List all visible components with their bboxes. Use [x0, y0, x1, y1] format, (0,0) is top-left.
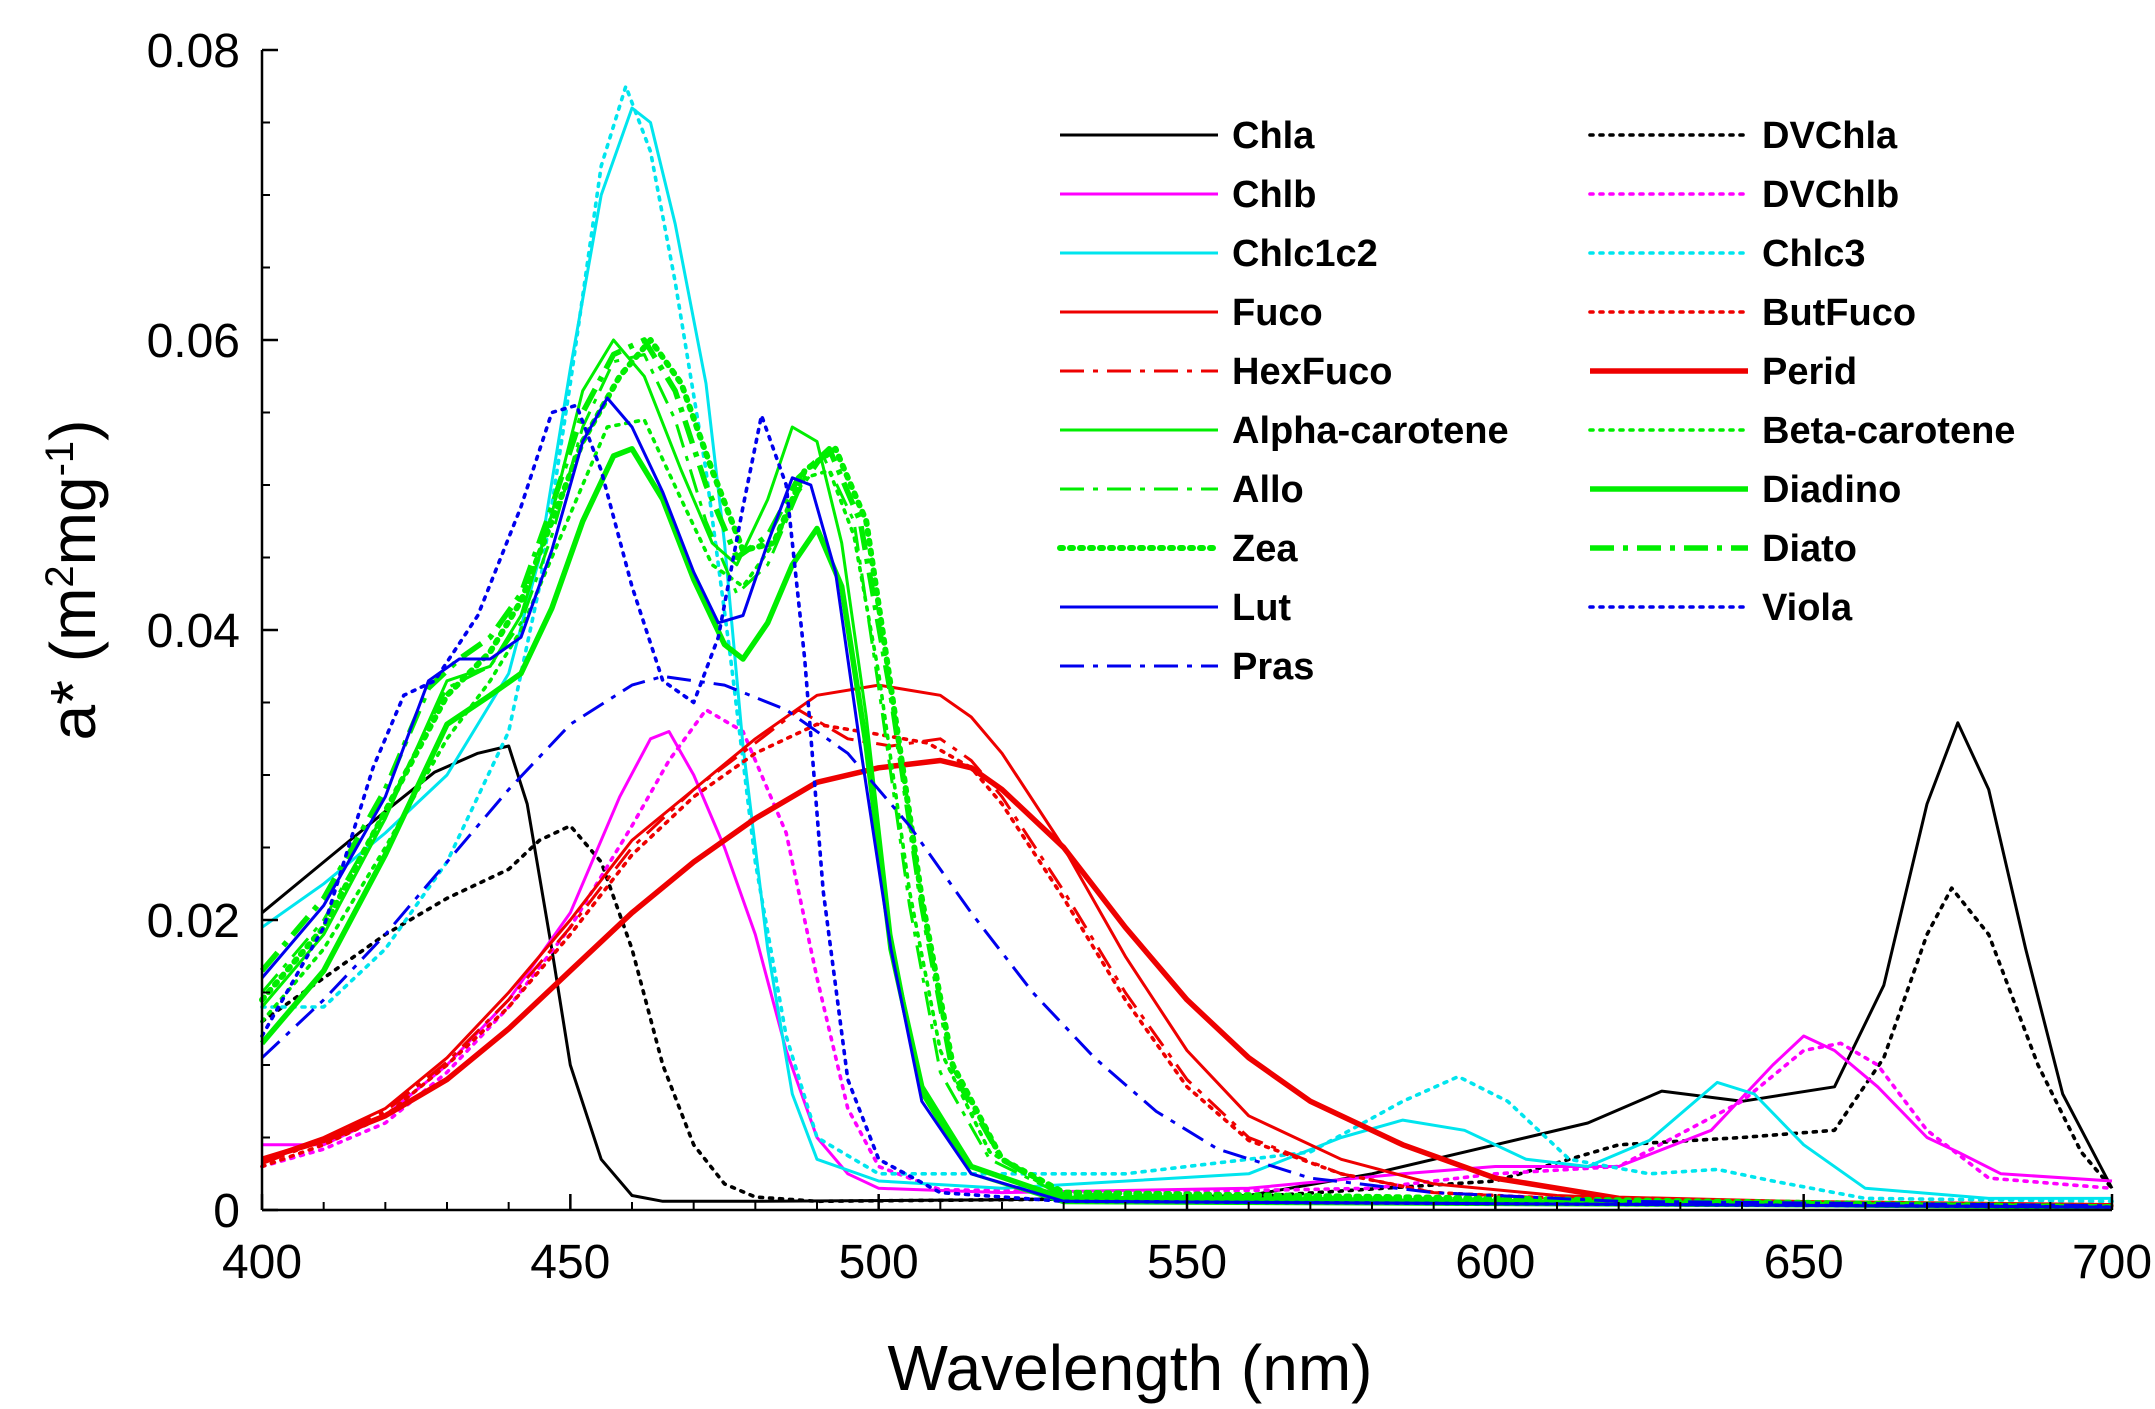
y-axis-title-suffix: )	[37, 420, 109, 441]
series-line-fuco	[261, 683, 2113, 1208]
series-line-allo	[260, 353, 2113, 1209]
legend-label-diadino: Diadino	[1762, 469, 1901, 511]
legend-label-viola: Viola	[1762, 587, 1853, 629]
series-line-perid	[261, 757, 2113, 1209]
y-tick-label: 0	[213, 1185, 240, 1238]
legend-label-perid: Perid	[1762, 351, 1857, 393]
x-tick-label: 650	[1764, 1236, 1844, 1289]
legend-label-chlc3: Chlc3	[1762, 233, 1865, 275]
y-axis-title-prefix: a* (m	[37, 588, 109, 741]
series-line-viola	[260, 403, 2114, 1209]
y-tick-label: 0.06	[147, 315, 240, 368]
y-axis-title-sup2: -1	[38, 441, 82, 477]
x-tick-label: 500	[839, 1236, 919, 1289]
legend-label-pras: Pras	[1232, 646, 1314, 688]
legend-label-chlc1c2: Chlc1c2	[1232, 233, 1378, 275]
series-line-hexfuco	[261, 708, 2113, 1208]
legend-label-chla: Chla	[1232, 115, 1315, 157]
legend: Chla Chlb Chlc1c2 Fuco HexFuco Alpha-carotene…	[1057, 115, 2015, 688]
legend-label-dvchlb: DVChlb	[1762, 174, 1899, 216]
legend-label-fuco: Fuco	[1232, 292, 1323, 334]
series-line-beta-carotene	[260, 418, 2114, 1209]
x-tick-label: 550	[1147, 1236, 1227, 1289]
legend-label-dvchla: DVChla	[1762, 115, 1898, 157]
y-tick-label: 0.04	[147, 605, 240, 658]
y-tick-label: 0.08	[147, 25, 240, 78]
x-tick-label: 600	[1455, 1236, 1535, 1289]
series-line-butfuco	[260, 722, 2114, 1208]
legend-label-allo: Allo	[1232, 469, 1304, 511]
legend-label-zea: Zea	[1232, 528, 1298, 570]
ticks: 400 450 500 550 600 650 700 0 0.02 0.04 0.06 0.08	[147, 25, 2152, 1289]
y-axis-title: a* (m2mg-1)	[37, 420, 109, 741]
series-line-chlc3	[260, 84, 2114, 1204]
legend-label-chlb: Chlb	[1232, 174, 1316, 216]
x-tick-label: 700	[2072, 1236, 2152, 1289]
y-tick-label: 0.02	[147, 895, 240, 948]
y-axis-title-mid: mg	[37, 476, 109, 565]
legend-label-hexfuco: HexFuco	[1232, 351, 1392, 393]
legend-label-diato: Diato	[1762, 528, 1857, 570]
y-axis-title-sup1: 2	[38, 565, 82, 587]
x-tick-label: 400	[222, 1236, 302, 1289]
legend-label-lut: Lut	[1232, 587, 1291, 629]
plot-lines	[259, 84, 2115, 1211]
x-tick-label: 450	[530, 1236, 610, 1289]
series-line-pras	[260, 674, 2113, 1208]
legend-label-beta-carotene: Beta-carotene	[1762, 410, 2015, 452]
x-axis-title: Wavelength (nm)	[888, 1332, 1373, 1404]
legend-label-butfuco: ButFuco	[1762, 292, 1916, 334]
legend-label-alpha-carotene: Alpha-carotene	[1232, 410, 1509, 452]
series-line-lut	[260, 396, 2113, 1209]
series-line-dvchla	[260, 824, 2114, 1204]
series-line-chlb	[262, 730, 2113, 1195]
